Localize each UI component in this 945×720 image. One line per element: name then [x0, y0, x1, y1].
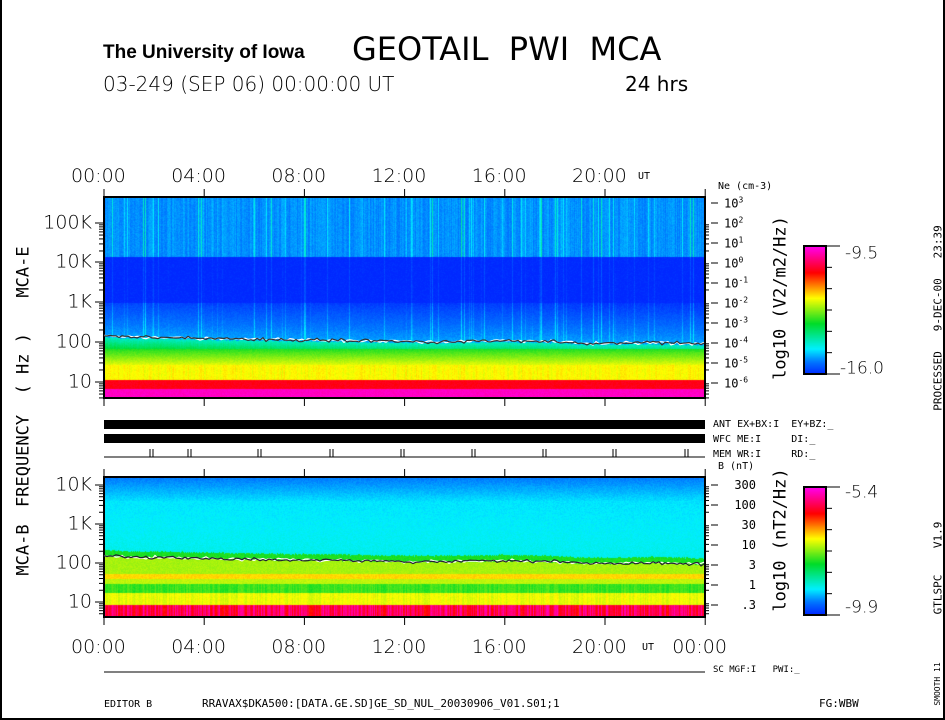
mca-e-freq-label: 1K	[67, 290, 92, 313]
ne-tick-label: 100	[724, 255, 744, 271]
smooth-stamp: SMOOTH 11	[933, 662, 942, 706]
ne-tick-label: 10-1	[724, 275, 749, 291]
mca-b-spectrogram	[104, 477, 705, 617]
mca-b-colorbar	[805, 488, 825, 614]
date-line: 03-249 (SEP 06) 00:00:00 UT	[103, 72, 395, 96]
top-time-label: 00:00	[71, 165, 126, 187]
mca-b-label: MCA-B	[13, 524, 34, 576]
mca-b-colorbar-frame	[803, 486, 827, 616]
version-stamp: GTLSPC V1.9	[931, 521, 945, 615]
frequency-axis-label: FREQUENCY ( Hz )	[13, 333, 34, 507]
ne-tick-label: 10-4	[724, 335, 749, 351]
status-bar-wfc	[104, 434, 705, 443]
bottom-time-label: 00:00	[672, 636, 727, 658]
top-time-label: 08:00	[271, 165, 327, 187]
bottom-time-label: 08:00	[271, 636, 327, 658]
mca-e-colorbar	[805, 247, 825, 374]
footer-fg: FG:WBW	[819, 697, 859, 710]
mca-e-freq-label: 10	[67, 370, 92, 393]
footer-file: RRAVAX$DKA500:[DATA.GE.SD]GE_SD_NUL_2003…	[202, 697, 560, 710]
mca-b-freq-label: 10	[67, 590, 92, 613]
mca-e-colorbar-frame	[803, 245, 827, 375]
top-time-label: 20:00	[572, 165, 627, 187]
ne-tick-label: 10-6	[724, 375, 749, 391]
b-axis-label: B (nT)	[718, 461, 755, 472]
mca-e-frame	[103, 196, 706, 399]
bottom-ut-label: UT	[642, 642, 655, 653]
mca-e-freq-label: 10K	[55, 250, 92, 273]
b-tick-label: 100	[734, 498, 756, 512]
duration: 24 hrs	[625, 72, 689, 96]
b-tick-label: .3	[741, 598, 756, 612]
b-tick-label: 30	[741, 518, 756, 532]
top-time-label: 04:00	[171, 165, 226, 187]
bottom-time-label: 20:00	[572, 636, 627, 658]
b-tick-label: 1	[748, 578, 756, 592]
ne-tick-label: 101	[724, 235, 744, 251]
mca-b-colorbar-max: -5.4	[845, 482, 879, 503]
mca-b-density-trace-outline	[103, 554, 705, 567]
ne-tick-label: 103	[724, 195, 744, 211]
processed-stamp: PROCESSED 9-DEC-00 23:39	[931, 225, 945, 411]
bottom-time-label: 16:00	[471, 636, 527, 658]
mca-e-colorbar-max: -9.5	[845, 243, 879, 264]
ne-tick-label: 10-2	[724, 295, 749, 311]
mca-e-density-trace-outline	[103, 334, 705, 346]
mca-e-colorbar-min: -16.0	[840, 358, 884, 379]
mca-e-label: MCA-E	[13, 246, 34, 298]
mca-e-freq-label: 100	[55, 330, 92, 353]
ne-tick-label: 102	[724, 215, 744, 231]
plot-title: GEOTAIL PWI MCA	[352, 30, 662, 68]
mca-e-colorbar-label: log10 (V2/m2/Hz)	[770, 216, 791, 380]
mca-b-freq-label: 100	[55, 551, 92, 574]
status-ant: ANT EX+BX:I EY+BZ:_	[713, 419, 834, 430]
b-tick-label: 300	[734, 478, 756, 492]
bottom-time-label: 12:00	[371, 636, 427, 658]
mca-b-frame	[103, 476, 706, 618]
top-time-label: 16:00	[471, 165, 527, 187]
mca-e-spectrogram	[104, 197, 705, 398]
ne-axis-label: Ne (cm-3)	[718, 181, 773, 192]
ne-tick-label: 10-5	[724, 355, 749, 371]
b-tick-label: 3	[748, 558, 756, 572]
footer-editor: EDITOR B	[104, 699, 153, 710]
status-bar-ant	[104, 420, 705, 429]
institution: The University of Iowa	[103, 42, 305, 63]
mca-e-freq-label: 100K	[43, 211, 92, 234]
bottom-time-label: 04:00	[171, 636, 226, 658]
b-tick-label: 10	[741, 538, 756, 552]
ne-tick-label: 10-3	[724, 315, 749, 331]
status-sc: SC MGF:I PWI:_	[713, 665, 800, 675]
top-ut-label: UT	[638, 171, 651, 182]
bottom-time-label: 00:00	[71, 636, 126, 658]
mca-b-freq-label: 10K	[55, 473, 92, 496]
status-wfc: WFC ME:I DI:_	[713, 434, 816, 445]
top-time-label: 12:00	[371, 165, 427, 187]
mca-b-freq-label: 1K	[67, 512, 92, 535]
mca-e-density-trace	[103, 334, 705, 346]
mca-b-colorbar-min: -9.9	[845, 597, 879, 618]
status-mem: MEM WR:I RD:_	[713, 449, 816, 460]
mca-b-colorbar-label: log10 (nT2/Hz)	[770, 468, 791, 612]
